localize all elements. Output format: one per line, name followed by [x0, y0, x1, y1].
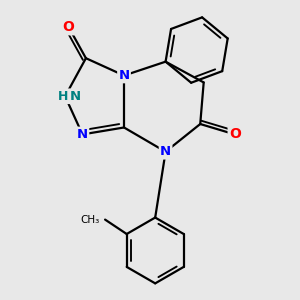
Text: N: N — [69, 90, 80, 103]
Text: CH₃: CH₃ — [81, 214, 100, 225]
Text: N: N — [160, 145, 171, 158]
Text: N: N — [118, 69, 130, 82]
Text: O: O — [63, 20, 74, 34]
Text: N: N — [77, 128, 88, 141]
Text: O: O — [229, 128, 241, 141]
Text: H: H — [58, 90, 69, 103]
